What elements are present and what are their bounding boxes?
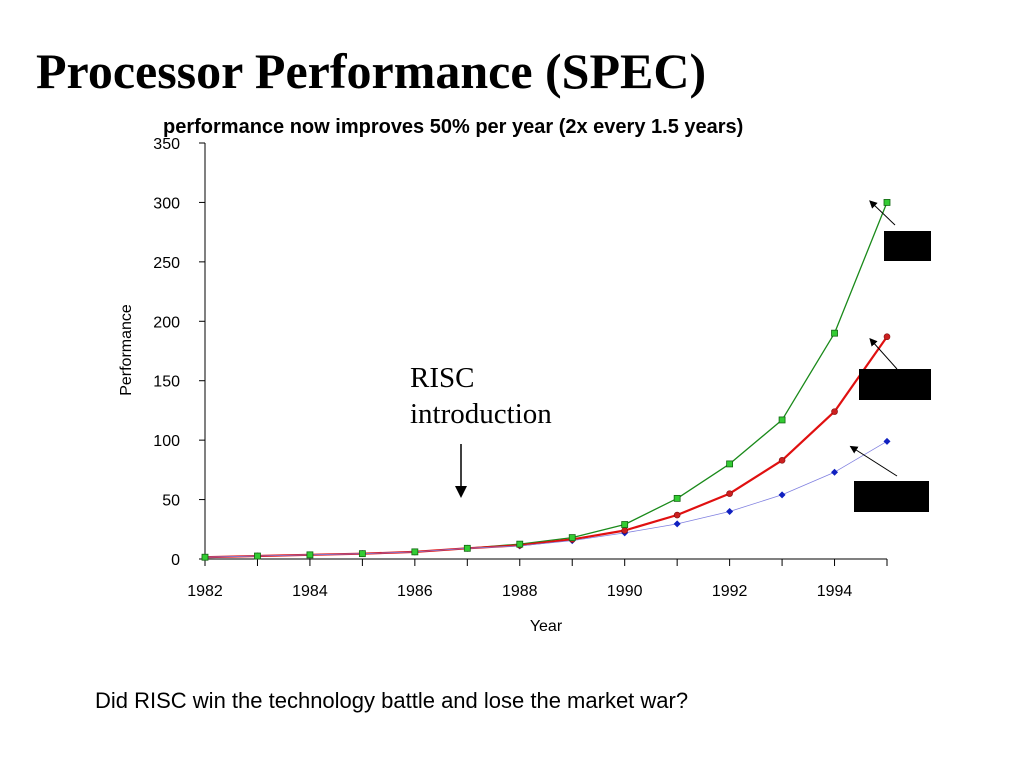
x-tick-label-1990: 1990 (607, 583, 643, 600)
risc-introduction-annotation: RISC introduction (410, 360, 552, 432)
series-label-box-blue (854, 481, 929, 512)
pointer-line-blue (849, 445, 898, 477)
point-green-1993 (778, 416, 786, 424)
point-red-1995 (883, 333, 891, 341)
x-tick-label-1994: 1994 (817, 583, 853, 600)
y-tick-label-350: 350 (153, 136, 180, 153)
risc-annotation-line-2: introduction (410, 398, 552, 430)
y-tick-label-300: 300 (153, 195, 180, 212)
x-tick-label-1982: 1982 (187, 583, 223, 600)
y-tick-label-200: 200 (153, 314, 180, 331)
point-green-1985 (358, 550, 366, 558)
point-green-1987 (463, 544, 471, 552)
x-tick-label-1984: 1984 (292, 583, 328, 600)
series-line-blue (204, 440, 888, 558)
point-green-1992 (726, 460, 734, 468)
point-green-1988 (516, 540, 524, 548)
y-tick-label-100: 100 (153, 433, 180, 450)
x-axis-label: Year (530, 618, 563, 635)
point-red-1994 (831, 408, 838, 415)
point-green-1982 (201, 553, 209, 561)
point-blue-1993 (778, 491, 786, 499)
point-green-1984 (306, 551, 314, 559)
y-tick-label-0: 0 (171, 552, 180, 569)
series-label-box-red (859, 369, 931, 400)
point-green-1983 (254, 552, 261, 560)
point-red-1993 (778, 457, 786, 464)
x-tick-label-1992: 1992 (712, 583, 748, 600)
point-green-1989 (568, 534, 576, 542)
y-tick-label-150: 150 (153, 374, 180, 391)
closing-question: Did RISC win the technology battle and l… (95, 688, 689, 713)
point-blue-1991 (673, 520, 681, 528)
point-blue-1992 (726, 507, 734, 515)
point-red-1991 (673, 511, 681, 519)
y-tick-label-250: 250 (153, 255, 180, 272)
x-tick-label-1986: 1986 (397, 583, 433, 600)
point-green-1990 (621, 521, 629, 528)
slide-title: Processor Performance (SPEC) (36, 43, 707, 99)
series-label-box-green (884, 231, 931, 261)
point-green-1995 (883, 199, 891, 206)
chart-title: performance now improves 50% per year (2… (163, 116, 744, 138)
point-green-1986 (411, 548, 419, 556)
y-axis-label: Performance (118, 304, 135, 396)
point-green-1994 (831, 329, 838, 337)
pointer-line-red (869, 338, 898, 370)
point-green-1991 (673, 494, 681, 502)
y-tick-label-50: 50 (162, 493, 180, 510)
point-blue-1994 (831, 468, 839, 476)
point-red-1990 (621, 527, 628, 534)
x-tick-label-1988: 1988 (502, 583, 538, 600)
point-red-1992 (726, 490, 733, 497)
point-blue-1995 (883, 437, 891, 445)
pointer-line-green (869, 200, 896, 226)
risc-annotation-line-1: RISC (410, 362, 475, 394)
